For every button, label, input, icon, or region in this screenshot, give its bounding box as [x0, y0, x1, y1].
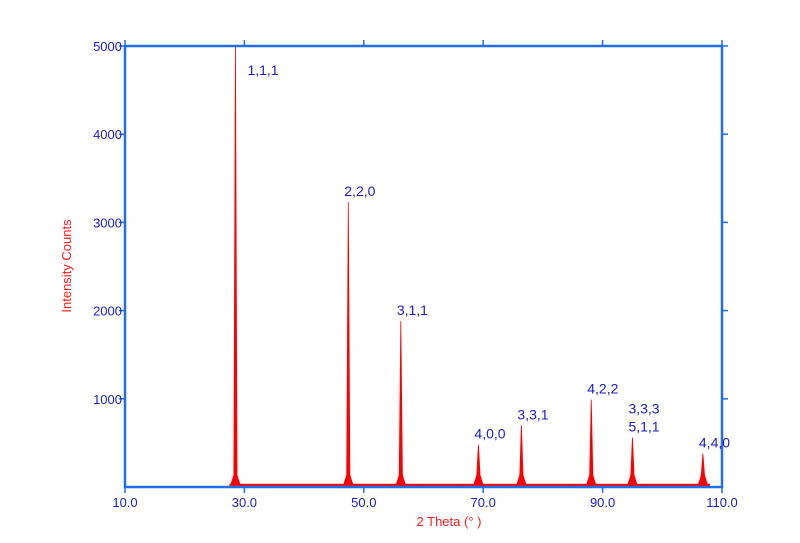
peak-3: [472, 444, 485, 487]
ticks-layer: [119, 40, 728, 493]
peak-0: [229, 46, 242, 487]
peak-7: [696, 453, 710, 487]
plot-frame: [123, 44, 724, 489]
x-tick-label-4: 90.0: [590, 495, 615, 510]
x-tick-label-3: 70.0: [471, 495, 496, 510]
x-tick-label-2: 50.0: [351, 495, 376, 510]
peak-label-6-1: 5,1,1: [628, 419, 659, 435]
y-tick-label-2: 3000: [93, 215, 122, 230]
peak-label-3: 4,0,0: [474, 426, 505, 442]
x-tick-label-5: 110.0: [706, 495, 738, 510]
y-tick-label-3: 4000: [93, 127, 122, 142]
y-tick-label-0: 1000: [93, 392, 122, 407]
peak-5: [585, 399, 598, 487]
x-tick-label-0: 10.0: [112, 495, 137, 510]
peak-2: [394, 321, 408, 487]
peaks-layer: [229, 46, 711, 487]
peak-label-5: 4,2,2: [587, 381, 618, 397]
peak-label-7: 4,4,0: [699, 434, 730, 450]
peak-4: [515, 425, 528, 487]
peak-label-1: 2,2,0: [344, 183, 375, 199]
y-tick-label-1: 2000: [93, 304, 122, 319]
peak-label-4: 3,3,1: [517, 406, 548, 422]
x-tick-label-1: 30.0: [232, 495, 257, 510]
peak-label-6-0: 3,3,3: [628, 401, 659, 417]
y-tick-label-4: 5000: [93, 39, 122, 54]
peak-6: [626, 437, 639, 487]
peak-label-2: 3,1,1: [397, 302, 428, 318]
y-axis-title: Intensity Counts: [59, 219, 74, 313]
baseline-fill: [229, 483, 711, 487]
x-axis-title: 2 Theta (° ): [417, 514, 482, 529]
peak-1: [342, 202, 355, 487]
peak-label-0: 1,1,1: [247, 62, 278, 78]
labels-layer: 10.0 30.0 50.0 70.0 90.0 110.0 1000 2000 3000 400…: [93, 39, 738, 510]
